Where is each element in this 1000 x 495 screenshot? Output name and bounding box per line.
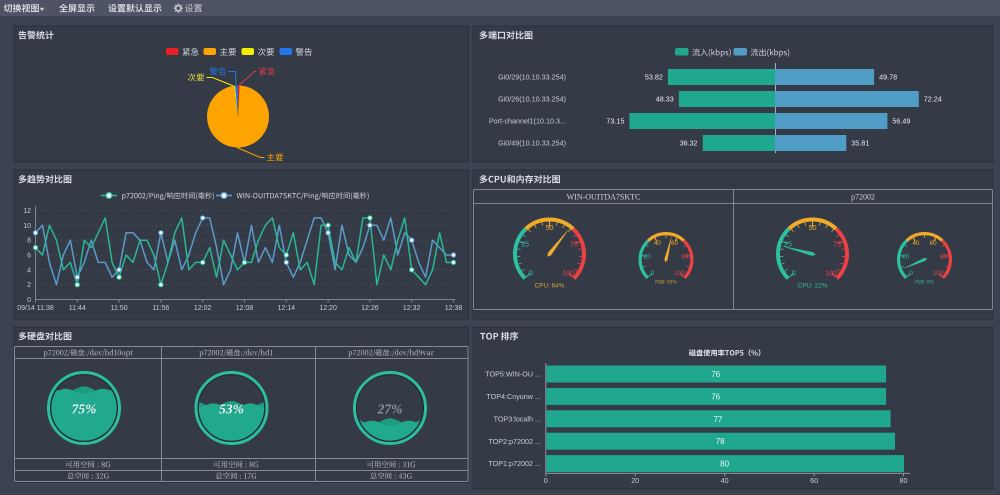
svg-text:35.81: 35.81 xyxy=(851,139,869,148)
svg-text:40: 40 xyxy=(721,476,729,485)
svg-text:12:14: 12:14 xyxy=(278,305,296,312)
svg-text:73.15: 73.15 xyxy=(606,117,624,126)
svg-text:60: 60 xyxy=(671,240,678,247)
svg-text:75: 75 xyxy=(570,240,578,249)
svg-text:p72002: p72002 xyxy=(851,193,875,202)
svg-text:4: 4 xyxy=(27,267,31,274)
svg-text:25: 25 xyxy=(521,240,529,249)
svg-text:TOP1:p72002 ...: TOP1:p72002 ... xyxy=(488,459,541,468)
svg-text:80: 80 xyxy=(720,460,729,469)
svg-text:CPU: 22%: CPU: 22% xyxy=(798,283,828,290)
svg-text:76: 76 xyxy=(711,370,720,379)
svg-text:11:56: 11:56 xyxy=(152,305,169,312)
svg-text:12:20: 12:20 xyxy=(319,305,337,312)
svg-text:TOP2:p72002 ...: TOP2:p72002 ... xyxy=(488,437,541,446)
svg-text:80: 80 xyxy=(900,476,908,485)
svg-text:10: 10 xyxy=(23,223,31,230)
svg-text:77: 77 xyxy=(713,415,722,424)
svg-text:0: 0 xyxy=(909,270,913,277)
svg-text:40: 40 xyxy=(654,240,661,247)
svg-text:100: 100 xyxy=(933,270,944,277)
svg-text:53%: 53% xyxy=(219,402,244,417)
svg-text:72.24: 72.24 xyxy=(924,95,942,104)
svg-text:20: 20 xyxy=(902,254,909,261)
svg-text:0: 0 xyxy=(544,476,548,485)
svg-text:TOP5:WIN-OU ...: TOP5:WIN-OU ... xyxy=(485,370,541,379)
svg-text:80: 80 xyxy=(681,254,688,261)
svg-text:8: 8 xyxy=(27,238,31,245)
svg-text:50: 50 xyxy=(809,223,817,232)
svg-text:100: 100 xyxy=(825,268,837,277)
svg-text:11:44: 11:44 xyxy=(69,305,86,312)
svg-text:25: 25 xyxy=(784,240,792,249)
svg-text:20: 20 xyxy=(644,254,651,261)
svg-text:80: 80 xyxy=(940,254,947,261)
svg-text:100: 100 xyxy=(562,268,574,277)
svg-text:56.49: 56.49 xyxy=(892,117,910,126)
svg-text:100: 100 xyxy=(674,270,685,277)
svg-text:0: 0 xyxy=(529,268,533,277)
svg-text:Gi0/29(10.10.33.254): Gi0/29(10.10.33.254) xyxy=(498,73,566,82)
svg-text:75: 75 xyxy=(833,240,841,249)
svg-text:75%: 75% xyxy=(72,402,97,417)
svg-text:0: 0 xyxy=(651,270,655,277)
svg-text:0: 0 xyxy=(27,297,31,304)
svg-text:Port-channel1(10.10.3...: Port-channel1(10.10.3... xyxy=(489,117,566,126)
svg-text:12:32: 12:32 xyxy=(403,305,421,312)
svg-text:6: 6 xyxy=(27,253,31,260)
svg-text:TOP3:localh ...: TOP3:localh ... xyxy=(494,414,541,423)
svg-text:2: 2 xyxy=(27,282,31,289)
svg-text:76: 76 xyxy=(711,392,720,401)
svg-text:12:26: 12:26 xyxy=(361,305,379,312)
svg-text:49.78: 49.78 xyxy=(879,73,897,82)
svg-text:12:02: 12:02 xyxy=(194,305,212,312)
svg-text:Gi0/49(10.10.33.254): Gi0/49(10.10.33.254) xyxy=(498,139,566,148)
svg-text:12:08: 12:08 xyxy=(236,305,254,312)
svg-text:40: 40 xyxy=(912,240,919,247)
svg-text:09/14 11:38: 09/14 11:38 xyxy=(17,305,54,312)
svg-text:WIN-OUITDA7SKTC: WIN-OUITDA7SKTC xyxy=(567,193,641,202)
svg-text:53.82: 53.82 xyxy=(645,73,663,82)
svg-text:11:50: 11:50 xyxy=(111,305,128,312)
svg-text:TOP4:Cnyunw ...: TOP4:Cnyunw ... xyxy=(486,392,541,401)
svg-text:60: 60 xyxy=(930,240,937,247)
svg-text:48.33: 48.33 xyxy=(656,95,674,104)
svg-text:78: 78 xyxy=(716,437,725,446)
svg-text:50: 50 xyxy=(546,223,554,232)
svg-text:60: 60 xyxy=(810,476,818,485)
svg-text:CPU: 64%: CPU: 64% xyxy=(535,283,565,290)
svg-text:36.32: 36.32 xyxy=(680,139,698,148)
svg-text:Gi0/26(10.10.33.254): Gi0/26(10.10.33.254) xyxy=(498,95,566,104)
svg-text:12: 12 xyxy=(23,208,31,215)
svg-text:0: 0 xyxy=(792,268,796,277)
svg-text:27%: 27% xyxy=(377,402,403,417)
svg-text:20: 20 xyxy=(631,476,639,485)
svg-text:12:38: 12:38 xyxy=(445,305,463,312)
